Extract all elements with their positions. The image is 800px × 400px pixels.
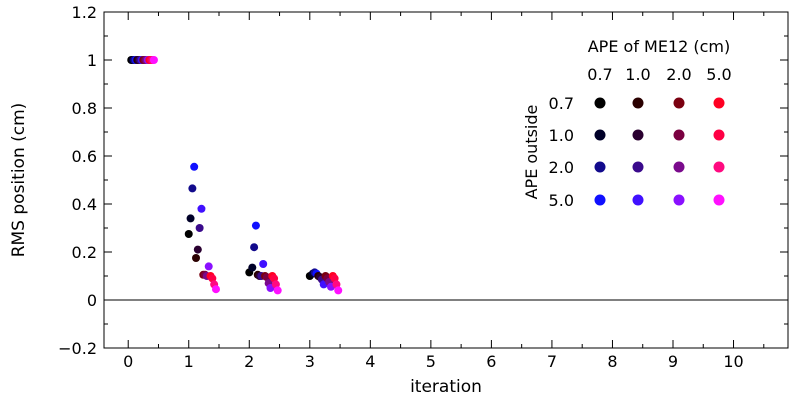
data-point-outside-2.0-me12-0.7 bbox=[188, 184, 197, 193]
data-point-outside-5.0-me12-5.0 bbox=[273, 286, 282, 295]
x-axis-title: iteration bbox=[410, 377, 482, 397]
legend-marker bbox=[673, 194, 685, 206]
data-point-outside-5.0-me12-1.0 bbox=[259, 260, 268, 268]
y-axis-title: RMS position (cm) bbox=[9, 103, 29, 258]
x-tick-label: 9 bbox=[668, 352, 678, 371]
legend-marker bbox=[594, 194, 606, 206]
x-tick-label: 5 bbox=[426, 352, 436, 371]
legend-marker bbox=[594, 129, 606, 141]
x-tick-label: 4 bbox=[365, 352, 375, 371]
y-tick-label: 0.8 bbox=[72, 99, 97, 118]
legend-column-label: 0.7 bbox=[587, 65, 612, 84]
data-point-outside-5.0-me12-5.0 bbox=[211, 285, 220, 294]
data-point-outside-0.7-me12-0.7 bbox=[184, 230, 193, 238]
legend-marker bbox=[673, 97, 685, 109]
y-tick-label: 0.2 bbox=[72, 243, 97, 262]
legend-title: APE of ME12 (cm) bbox=[588, 37, 731, 56]
x-tick-label: 8 bbox=[607, 352, 617, 371]
x-tick-label: 2 bbox=[244, 352, 254, 371]
legend-marker bbox=[673, 161, 685, 173]
y-tick-label: −0.2 bbox=[58, 339, 97, 358]
x-tick-label: 0 bbox=[123, 352, 133, 371]
y-tick-label: 1.2 bbox=[72, 3, 97, 22]
data-point-outside-0.7-me12-1.0 bbox=[192, 254, 201, 262]
y-tick-label: 1 bbox=[87, 51, 97, 70]
data-point-outside-1.0-me12-0.7 bbox=[248, 263, 257, 272]
data-point-outside-1.0-me12-0.7 bbox=[186, 214, 195, 223]
data-point-outside-5.0-me12-0.7 bbox=[251, 221, 260, 230]
legend-marker bbox=[632, 194, 644, 206]
legend-row-label: 0.7 bbox=[549, 94, 574, 113]
x-tick-label: 10 bbox=[723, 352, 743, 371]
y-tick-label: 0.4 bbox=[72, 195, 97, 214]
data-point-outside-5.0-me12-1.0 bbox=[197, 204, 206, 213]
plot-frame bbox=[103, 11, 789, 349]
data-point-outside-2.0-me12-5.0 bbox=[271, 280, 280, 289]
data-point-outside-2.0-me12-0.7 bbox=[250, 243, 259, 252]
legend-column-label: 5.0 bbox=[706, 65, 731, 84]
legend: APE of ME12 (cm) APE outside 0.7 1.0 2.0 5.… bbox=[522, 37, 732, 210]
data-point-outside-1.0-me12-5.0 bbox=[330, 274, 339, 283]
legend-marker bbox=[594, 97, 606, 109]
legend-marker bbox=[632, 161, 644, 173]
x-tick-label: 3 bbox=[305, 352, 315, 371]
legend-marker bbox=[713, 97, 725, 109]
legend-marker bbox=[594, 161, 606, 173]
legend-column-label: 2.0 bbox=[666, 65, 691, 84]
legend-row-label: 2.0 bbox=[549, 158, 574, 177]
data-points bbox=[127, 56, 343, 295]
data-point-outside-5.0-me12-5.0 bbox=[334, 286, 343, 295]
x-tick-label: 1 bbox=[184, 352, 194, 371]
data-point-outside-5.0-me12-0.7 bbox=[190, 162, 199, 171]
legend-marker bbox=[713, 129, 725, 141]
tick-labels: 0 1 2 3 4 5 6 7 8 9 10 −0.2 0 0.2 0.4 0.6 0.8 1 1.2 bbox=[58, 3, 744, 371]
y-tick-label: 0.6 bbox=[72, 147, 97, 166]
data-point-outside-5.0-me12-5.0 bbox=[149, 56, 158, 64]
legend-row-label: 1.0 bbox=[549, 126, 574, 145]
data-point-outside-1.0-me12-5.0 bbox=[208, 274, 217, 283]
data-point-outside-2.0-me12-5.0 bbox=[332, 280, 341, 289]
legend-marker bbox=[713, 194, 725, 206]
data-point-outside-5.0-me12-2.0 bbox=[204, 262, 213, 271]
legend-row-title: APE outside bbox=[522, 105, 541, 200]
legend-marker bbox=[632, 129, 644, 141]
y-tick-label: 0 bbox=[87, 291, 97, 310]
legend-marker bbox=[713, 161, 725, 173]
data-point-outside-1.0-me12-5.0 bbox=[270, 274, 279, 283]
data-point-outside-2.0-me12-1.0 bbox=[195, 224, 204, 232]
x-tick-label: 7 bbox=[547, 352, 557, 371]
legend-column-label: 1.0 bbox=[625, 65, 650, 84]
x-tick-label: 6 bbox=[486, 352, 496, 371]
legend-marker bbox=[632, 97, 644, 109]
legend-grid: 0.7 1.0 2.0 5.0 0.7 1.0 2.0 5.0 bbox=[549, 65, 732, 210]
legend-marker bbox=[673, 129, 685, 141]
data-point-outside-1.0-me12-1.0 bbox=[193, 245, 202, 254]
axis-ticks bbox=[104, 11, 788, 349]
legend-row-label: 5.0 bbox=[549, 191, 574, 210]
